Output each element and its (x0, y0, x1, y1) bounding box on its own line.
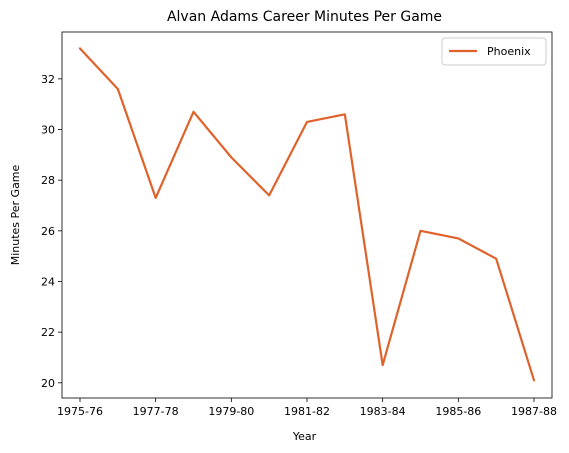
y-axis-label: Minutes Per Game (9, 164, 22, 265)
y-tick-label-32: 32 (41, 73, 55, 86)
x-tick-label-1975-76: 1975-76 (57, 405, 103, 418)
chart-title: Alvan Adams Career Minutes Per Game (167, 9, 442, 25)
legend: Phoenix (441, 37, 547, 66)
x-axis-label: Year (292, 430, 317, 443)
y-tick-label-28: 28 (41, 174, 55, 187)
x-tick-label-1987-88: 1987-88 (511, 405, 557, 418)
y-tick-label-26: 26 (41, 225, 55, 238)
x-tick-label-1977-78: 1977-78 (133, 405, 179, 418)
y-tick-label-22: 22 (41, 326, 55, 339)
x-axis: 1975-76 1977-78 1979-80 1981-82 1983-84 1985-… (57, 398, 557, 418)
x-tick-label-1981-82: 1981-82 (284, 405, 330, 418)
series-line-phoenix (78, 47, 536, 382)
series-layer (78, 47, 536, 382)
x-tick-label-1985-86: 1985-86 (435, 405, 481, 418)
y-tick-label-24: 24 (41, 275, 55, 288)
x-tick-label-1983-84: 1983-84 (360, 405, 406, 418)
y-tick-label-20: 20 (41, 377, 55, 390)
y-axis: 20 22 24 26 28 30 32 (41, 73, 62, 390)
plot-area (61, 31, 553, 399)
x-tick-label-1979-80: 1979-80 (208, 405, 254, 418)
y-tick-label-30: 30 (41, 124, 55, 137)
legend-box (441, 37, 547, 66)
legend-label-phoenix: Phoenix (487, 45, 531, 58)
